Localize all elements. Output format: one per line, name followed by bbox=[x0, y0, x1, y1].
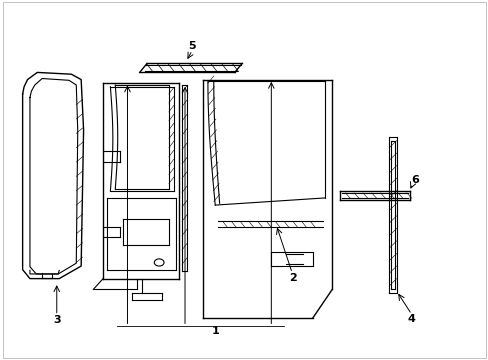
Text: 3: 3 bbox=[53, 315, 61, 325]
Text: 2: 2 bbox=[289, 273, 297, 283]
Text: 4: 4 bbox=[407, 314, 415, 324]
Text: 1: 1 bbox=[211, 326, 219, 336]
Text: 5: 5 bbox=[188, 41, 196, 50]
Text: 6: 6 bbox=[410, 175, 418, 185]
